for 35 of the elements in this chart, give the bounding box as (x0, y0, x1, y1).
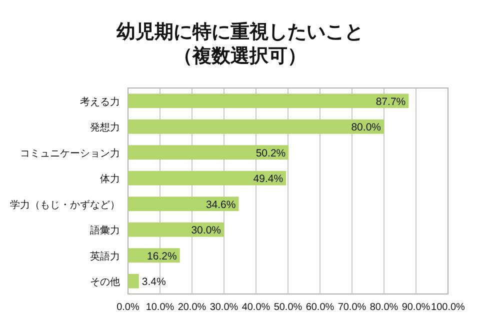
bar (128, 145, 289, 160)
bar (128, 170, 286, 186)
x-tick-label: 50.0% (274, 302, 302, 313)
y-tick-label: 考える力 (80, 96, 120, 108)
y-tick-label: 発想力 (90, 122, 120, 134)
data-label: 50.2% (256, 147, 286, 160)
x-tick-label: 60.0% (306, 302, 334, 313)
x-tick-label: 100.0% (431, 302, 466, 313)
data-label: 49.4% (253, 173, 284, 186)
x-tick-label: 30.0% (210, 302, 238, 313)
chart-title: 幼児期に特に重視したいこと（複数選択可） (116, 20, 364, 68)
y-tick-label: コミュニケーション力 (20, 147, 120, 160)
x-tick-label: 0.0% (116, 302, 140, 313)
x-tick-label: 80.0% (370, 302, 398, 313)
data-label: 87.7% (376, 96, 406, 108)
y-tick-label: その他 (90, 276, 120, 288)
bar (128, 274, 139, 288)
x-tick-label: 40.0% (242, 302, 270, 313)
bar (128, 222, 224, 237)
y-tick-label: 体力 (100, 173, 120, 186)
bar (128, 196, 239, 212)
y-tick-label: 学力（もじ・かずなど） (10, 198, 120, 211)
bar (128, 119, 384, 134)
x-tick-label: 90.0% (402, 302, 430, 313)
y-tick-label: 英語力 (90, 250, 120, 262)
data-label: 34.6% (206, 198, 236, 211)
x-tick-label: 70.0% (338, 302, 366, 313)
data-label: 16.2% (147, 250, 177, 262)
x-tick-label: 20.0% (178, 302, 206, 313)
data-label: 30.0% (191, 224, 221, 237)
bar (128, 94, 409, 108)
data-label: 80.0% (351, 122, 381, 134)
x-tick-label: 10.0% (146, 302, 174, 313)
data-label: 3.4% (142, 276, 166, 288)
y-tick-label: 語彙力 (90, 224, 120, 237)
